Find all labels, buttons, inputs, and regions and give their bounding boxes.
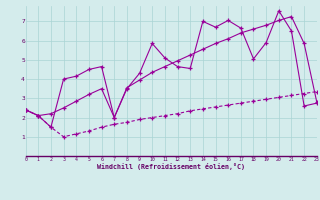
- X-axis label: Windchill (Refroidissement éolien,°C): Windchill (Refroidissement éolien,°C): [97, 163, 245, 170]
